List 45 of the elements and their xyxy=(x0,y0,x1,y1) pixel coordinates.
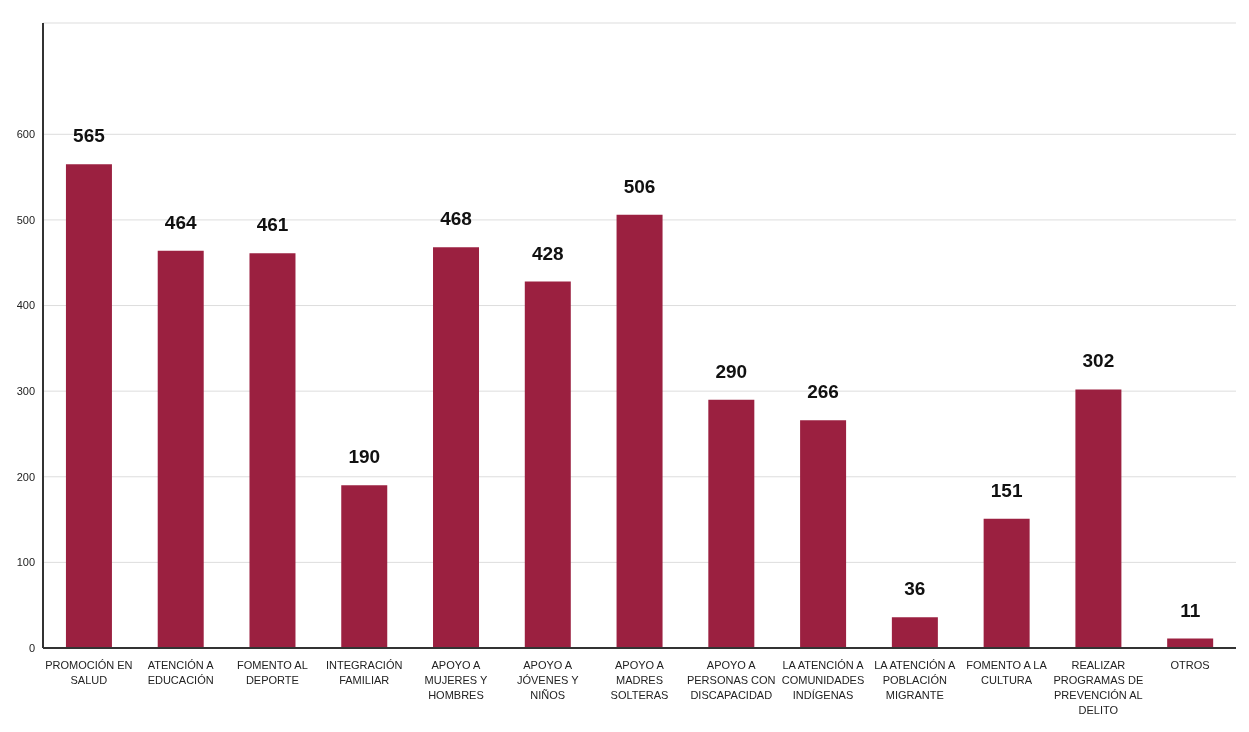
data-label: 461 xyxy=(256,214,289,236)
bar xyxy=(249,253,296,648)
data-label: 468 xyxy=(440,208,472,230)
y-tick-label: 600 xyxy=(16,128,35,141)
data-label: 506 xyxy=(623,175,656,197)
y-tick-label: 100 xyxy=(16,556,35,569)
data-label: 464 xyxy=(164,211,197,233)
data-label: 190 xyxy=(348,446,381,468)
x-tick-label: OTROS xyxy=(1170,659,1210,671)
x-tick-label: APOYO A PERSONAS CON DISCAPACIDAD xyxy=(686,659,776,701)
x-tick-label: APOYO A MUJERES Y HOMBRES xyxy=(424,659,488,701)
y-tick-label: 500 xyxy=(16,213,35,226)
data-label: 266 xyxy=(807,381,839,403)
data-label: 36 xyxy=(904,578,926,600)
data-label: 302 xyxy=(1082,350,1115,372)
x-tick-label: REALIZAR PROGRAMAS DE PREVENCIÓN AL DELITO xyxy=(1053,659,1144,716)
bar xyxy=(524,281,571,648)
y-tick-label: 300 xyxy=(16,385,35,398)
bar xyxy=(433,247,480,648)
x-tick-label: FOMENTO A LA CULTURA xyxy=(966,659,1048,686)
x-tick-label: LA ATENCIÓN A POBLACIÓN MIGRANTE xyxy=(874,659,957,701)
x-tick-label: APOYO A JÓVENES Y NIÑOS xyxy=(516,659,580,701)
data-label: 151 xyxy=(990,479,1023,501)
data-label: 428 xyxy=(531,242,564,264)
x-tick-label: ATENCIÓN A EDUCACIÓN xyxy=(147,659,215,686)
x-tick-label: INTEGRACIÓN FAMILIAR xyxy=(325,659,403,686)
bar xyxy=(891,617,938,648)
bar xyxy=(708,399,755,648)
x-tick-label: FOMENTO AL DEPORTE xyxy=(237,659,308,686)
data-label: 565 xyxy=(73,125,106,147)
data-label: 290 xyxy=(715,360,748,382)
bar xyxy=(341,485,388,648)
bar xyxy=(800,420,847,648)
x-tick-label: APOYO A MADRES SOLTERAS xyxy=(610,659,669,701)
bar xyxy=(616,214,663,648)
x-tick-label: PROMOCIÓN EN SALUD xyxy=(45,659,133,686)
bar xyxy=(157,250,204,648)
y-tick-label: 200 xyxy=(16,470,35,483)
y-tick-label: 400 xyxy=(16,299,35,312)
bar xyxy=(65,164,112,648)
bar xyxy=(1075,389,1122,648)
y-tick-label: 0 xyxy=(28,641,35,654)
x-tick-label: LA ATENCIÓN A COMUNIDADES INDÍGENAS xyxy=(781,659,865,701)
data-label: 11 xyxy=(1180,599,1201,621)
bar xyxy=(983,518,1030,648)
